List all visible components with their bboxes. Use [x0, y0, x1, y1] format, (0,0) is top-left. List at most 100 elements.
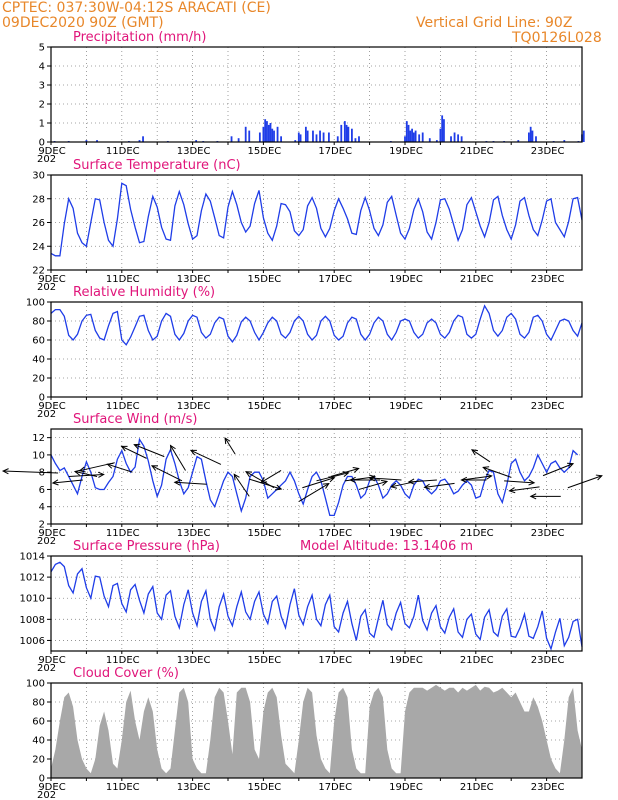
x-tick-label: 21DEC — [460, 782, 494, 793]
precip-bar — [563, 140, 566, 142]
y-tick-label: 2 — [39, 100, 45, 111]
panel-annotation: Model Altitude: 13.1406 m — [300, 539, 473, 554]
wind-arrow — [150, 465, 183, 482]
panel-title: Surface Wind (m/s) — [73, 412, 197, 427]
precip-bar — [535, 136, 537, 142]
x-tick-label: 15DEC — [248, 655, 282, 666]
precip-bar — [582, 130, 585, 142]
wind-arrow — [529, 493, 561, 500]
wind-arrow — [224, 437, 236, 455]
precip-bar — [273, 130, 275, 142]
precip-bar — [294, 140, 297, 142]
y-tick-label: 6 — [39, 485, 45, 496]
y-tick-label: 1010 — [20, 594, 45, 605]
y-tick-label: 1012 — [20, 573, 45, 584]
x-year-label: 202 — [37, 282, 56, 293]
panel-5: 1006 1008 1010 1012 1014 9DEC 11DEC 13DEC 15DEC 1… — [20, 539, 583, 674]
precip-bar — [418, 134, 421, 142]
x-tick-label: 23DEC — [531, 146, 565, 157]
x-year-label: 202 — [37, 154, 56, 165]
panel-4: 2 4 6 8 10 12 9DEC 11DEC 13DEC 15DEC 17DEC 19DEC 21D… — [1, 412, 603, 547]
precip-bar — [453, 132, 456, 142]
x-tick-label: 23DEC — [531, 401, 565, 412]
x-tick-label: 11DEC — [106, 274, 140, 285]
plot-frame — [50, 555, 583, 652]
precip-bar — [230, 136, 233, 142]
wind-arrow — [358, 479, 389, 490]
precip-bar — [304, 126, 307, 142]
precip-bar — [358, 136, 360, 142]
x-year-label: 202 — [37, 790, 56, 800]
x-tick-label: 13DEC — [177, 528, 211, 539]
wind-arrow — [567, 474, 603, 489]
x-tick-label: 13DEC — [177, 401, 211, 412]
wind-arrow — [73, 469, 98, 477]
x-tick-label: 11DEC — [106, 782, 140, 793]
precip-bar — [435, 140, 438, 142]
precip-bar — [528, 132, 530, 142]
y-tick-label: 1 — [39, 119, 45, 130]
y-tick-label: 3 — [39, 81, 45, 92]
y-tick-label: 2 — [39, 520, 45, 531]
y-tick-label: 60 — [32, 717, 45, 728]
y-tick-label: 22 — [32, 266, 45, 277]
x-tick-label: 19DEC — [389, 782, 423, 793]
x-tick-label: 17DEC — [318, 782, 352, 793]
x-tick-label: 17DEC — [318, 146, 352, 157]
x-tick-label: 15DEC — [248, 528, 282, 539]
panel-6: 0 20 40 60 80 100 9DEC 11DEC 13DEC 15DEC 17DEC 19DE… — [26, 666, 583, 800]
wind-arrow — [249, 478, 283, 491]
y-tick-label: 26 — [32, 218, 45, 229]
x-tick-label: 9DEC — [38, 146, 65, 157]
y-tick-label: 1006 — [20, 636, 45, 647]
precip-bar — [269, 123, 272, 142]
x-tick-label: 9DEC — [38, 782, 65, 793]
precip-bar — [327, 132, 330, 142]
x-tick-label: 21DEC — [460, 274, 494, 285]
precip-bar — [280, 136, 282, 142]
precip-bar — [343, 121, 346, 142]
y-tick-label: 40 — [32, 355, 45, 366]
precip-bar — [441, 115, 444, 142]
x-year-label: 202 — [37, 536, 56, 547]
precip-bar — [529, 126, 532, 142]
x-tick-label: 11DEC — [106, 655, 140, 666]
y-tick-label: 28 — [32, 194, 45, 205]
x-tick-label: 19DEC — [389, 401, 423, 412]
wind-arrow — [189, 449, 222, 465]
x-tick-label: 17DEC — [318, 274, 352, 285]
y-tick-label: 4 — [39, 502, 45, 513]
y-tick-label: 30 — [32, 171, 45, 182]
x-tick-label: 15DEC — [248, 782, 282, 793]
x-tick-label: 15DEC — [248, 146, 282, 157]
precip-bar — [409, 130, 412, 142]
panel-title: Relative Humidity (%) — [73, 285, 215, 300]
panel-1: 0 1 2 3 4 5 9DEC 11DEC 13DEC 15DEC 17DEC 19DEC 21DEC… — [37, 30, 585, 165]
precip-bar — [407, 124, 410, 142]
wind-arrow — [471, 449, 491, 463]
wind-arrow — [120, 445, 147, 459]
precip-bar — [354, 138, 357, 142]
x-tick-label: 9DEC — [38, 274, 65, 285]
wind-arrow — [423, 482, 455, 490]
panel-title: Precipitation (mm/h) — [73, 30, 206, 45]
plot-frame — [50, 682, 583, 779]
precip-bar — [244, 126, 247, 142]
precip-bar — [195, 140, 198, 142]
y-tick-label: 100 — [26, 679, 45, 690]
plot-frame — [50, 174, 583, 271]
precip-bar — [340, 124, 343, 142]
wind-arrow — [233, 473, 250, 497]
wind-arrow — [51, 479, 83, 486]
wind-arrow — [542, 462, 575, 477]
x-tick-label: 23DEC — [531, 782, 565, 793]
y-tick-label: 60 — [32, 336, 45, 347]
precip-bar — [297, 132, 300, 142]
y-tick-label: 10 — [32, 450, 45, 461]
wind-arrow — [460, 476, 487, 484]
wind-arrow — [504, 479, 536, 486]
plot-frame — [50, 428, 583, 525]
x-tick-label: 17DEC — [318, 655, 352, 666]
precip-bar — [312, 130, 314, 142]
precip-bar — [306, 130, 309, 142]
